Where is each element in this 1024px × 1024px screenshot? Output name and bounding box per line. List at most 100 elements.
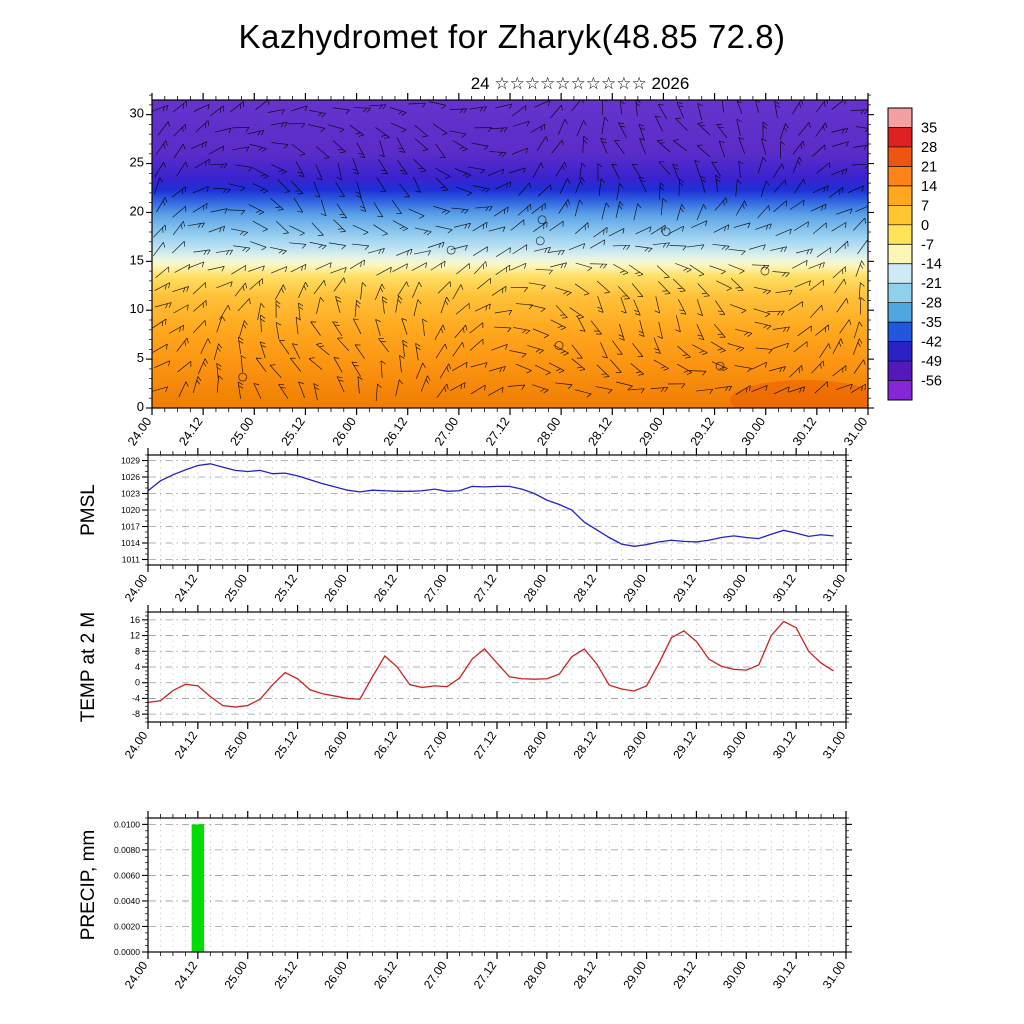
x-tick-label: 26.12 [371,728,400,761]
y-tick-label: 16 [130,615,140,625]
x-tick-label: 27.12 [471,728,500,761]
colorbar-tick-label: 7 [921,198,929,214]
x-tick-label: 26.00 [321,571,350,604]
x-tick-label: 28.12 [570,571,599,604]
x-tick-label: 31.00 [841,415,870,449]
wind-barbs [152,100,868,401]
colorbar-tick-label: -56 [921,374,942,390]
x-tick-label: 30.00 [739,415,768,449]
y-tick-label: 0.0000 [114,947,140,957]
colorbar-tick-label: -49 [921,354,942,370]
x-tick-label: 30.12 [770,571,799,604]
chart-subtitle: 24 ☆☆☆☆☆☆☆☆☆☆ 2026 [470,74,690,93]
cross-section-panel: 0 5 10 15 20 25 30 24.00 24.12 25.00 25.12 26.00 26.… [125,93,874,449]
y-tick-label: 0.0060 [114,870,140,880]
colorbar-tick-label: 28 [921,140,937,156]
x-tick-label: 29.12 [670,728,699,761]
x-tick-label: 29.00 [620,728,649,761]
x-tick-label: 26.12 [381,415,410,449]
x-tick-label: 24.12 [172,728,201,761]
x-tick-label: 29.00 [620,958,649,991]
x-tick-label: 25.12 [271,958,300,991]
x-tick-label: 26.12 [371,958,400,991]
x-tick-label: 28.12 [570,728,599,761]
pmsl-panel: 1011 1014 1017 1020 1023 1026 1029 24.00 24.12 25… [78,448,852,604]
x-tick-label: 27.12 [471,958,500,991]
y-tick-label: 1026 [121,472,140,482]
x-tick-label: 29.00 [620,571,649,604]
colorbar-tick-label: -42 [921,335,942,351]
temp2m-panel: -8 -4 0 4 8 12 16 24.00 24.12 25.00 25.12 26.00 26.1… [78,605,852,761]
x-tick-label: 31.00 [820,958,849,991]
precip-axis-label: PRECIP, mm [78,830,99,941]
x-tick-label: 26.00 [321,958,350,991]
x-tick-label: 27.00 [421,958,450,991]
colorbar-tick-label: 21 [921,159,937,175]
y-tick-label: 30 [130,106,144,121]
x-tick-label: 30.12 [770,958,799,991]
x-tick-label: 28.12 [570,958,599,991]
x-tick-label: 29.12 [688,415,717,449]
x-tick-label: 27.12 [471,571,500,604]
colorbar-tick-label: -35 [921,315,942,331]
x-tick-label: 27.00 [421,571,450,604]
x-tick-label: 29.12 [670,958,699,991]
x-tick-label: 25.00 [221,571,250,604]
y-tick-label: 25 [130,155,144,170]
x-tick-label: 28.00 [521,728,550,761]
x-tick-label: 25.12 [278,415,307,449]
colorbar-tick-label: 0 [921,218,929,234]
x-tick-label: 24.12 [172,958,201,991]
x-tick-label: 27.00 [432,415,461,449]
x-tick-label: 26.00 [330,415,359,449]
y-tick-label: 4 [135,662,140,672]
x-tick-label: 28.00 [534,415,563,449]
x-tick-label: 26.00 [321,728,350,761]
page-title: Kazhydromet for Zharyk(48.85 72.8) [238,18,786,55]
x-tick-label: 29.00 [636,415,665,449]
y-tick-label: 1029 [121,456,140,466]
y-tick-label: 10 [130,301,144,316]
y-tick-label: 1020 [121,505,140,515]
x-tick-label: 25.00 [221,958,250,991]
x-tick-label: 30.00 [720,958,749,991]
x-tick-label: 24.00 [125,415,154,449]
colorbar-tick-label: 35 [921,120,937,136]
y-tick-label: -8 [132,709,140,719]
x-tick-label: 25.12 [271,571,300,604]
y-tick-label: 12 [130,631,140,641]
y-tick-label: 0.0100 [114,819,140,829]
x-tick-label: 24.12 [176,415,205,449]
x-tick-label: 24.00 [122,728,151,761]
x-tick-label: 24.00 [122,958,151,991]
x-tick-label: 28.12 [585,415,614,449]
y-tick-label: 0.0020 [114,921,140,931]
pmsl-axis-label: PMSL [78,484,99,536]
y-tick-label: -4 [132,693,140,703]
y-tick-label: 1011 [122,555,141,565]
x-tick-label: 25.12 [271,728,300,761]
x-tick-label: 24.12 [172,571,201,604]
colorbar-tick-label: -14 [921,257,942,273]
y-tick-label: 0.0080 [114,845,140,855]
x-tick-label: 26.12 [371,571,400,604]
x-tick-label: 24.00 [122,571,151,604]
y-tick-label: 0.0040 [114,896,140,906]
x-tick-label: 31.00 [820,728,849,761]
x-tick-label: 30.00 [720,571,749,604]
y-tick-label: 0 [137,399,144,414]
pmsl-line [147,463,834,547]
x-tick-label: 29.12 [670,571,699,604]
y-tick-label: 0 [135,678,140,688]
y-tick-label: 1023 [121,489,140,499]
x-tick-label: 31.00 [820,571,849,604]
x-tick-label: 27.00 [421,728,450,761]
x-tick-label: 25.00 [227,415,256,449]
colorbar: 35 28 21 14 7 0 -7 -14 -21 -28 -35 -42 -49 -56 [887,107,942,401]
precip-panel: 0.0000 0.0020 0.0040 0.0060 0.0080 0.0100 24.0… [78,811,852,991]
colorbar-tick-label: -28 [921,296,942,312]
colorbar-tick-label: 14 [921,179,937,195]
y-tick-label: 1014 [121,538,140,548]
colorbar-tick-label: -21 [921,276,942,292]
